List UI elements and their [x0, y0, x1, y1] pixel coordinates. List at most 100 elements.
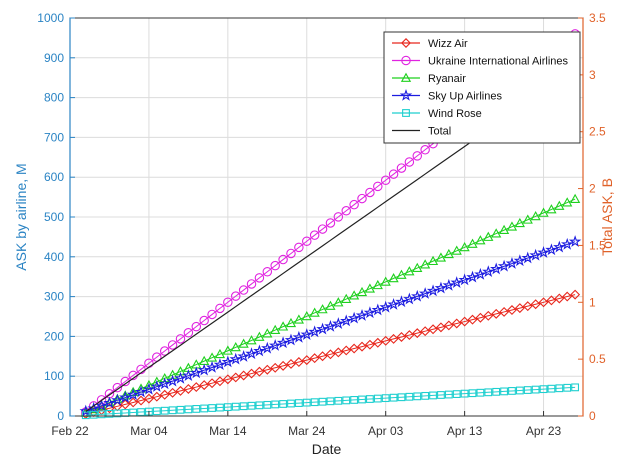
data-point-wizz-air — [499, 306, 510, 317]
data-point-wind-rose — [452, 390, 461, 398]
data-point-wind-rose — [508, 387, 516, 395]
x-tick-label: Feb 22 — [51, 424, 89, 438]
data-point-wind-rose — [310, 398, 319, 407]
data-point-ryanair — [491, 228, 502, 238]
data-point-ukraine-international-airlines — [207, 309, 217, 320]
data-point-wind-rose — [413, 392, 422, 401]
data-point-wizz-air — [151, 391, 162, 402]
data-point-ryanair — [356, 286, 368, 297]
data-point-wind-rose — [192, 405, 201, 413]
data-point-sky-up-airlines — [489, 262, 503, 275]
data-point-wind-rose — [523, 386, 532, 394]
data-point-sky-up-airlines — [292, 330, 306, 343]
data-point-ryanair — [293, 314, 305, 324]
data-point-wizz-air — [246, 368, 257, 379]
data-point-sky-up-airlines — [513, 254, 527, 267]
data-point-wind-rose — [405, 392, 414, 401]
data-point-wizz-air — [214, 376, 225, 387]
data-point-ukraine-international-airlines — [199, 315, 209, 326]
legend-item-wizz-air: Wizz Air — [392, 38, 468, 50]
x-tick-label: Mar 24 — [288, 424, 326, 438]
data-point-wizz-air — [538, 297, 549, 308]
data-point-wizz-air — [412, 328, 423, 339]
data-point-wizz-air — [491, 308, 502, 319]
data-point-wind-rose — [476, 388, 485, 397]
data-point-wizz-air — [396, 331, 407, 342]
data-point-wind-rose — [389, 393, 398, 402]
data-point-sky-up-airlines — [474, 267, 487, 280]
data-point-sky-up-airlines — [182, 369, 195, 381]
data-point-ukraine-international-airlines — [349, 199, 359, 210]
data-point-sky-up-airlines — [308, 325, 321, 338]
data-point-wizz-air — [506, 305, 517, 315]
data-point-ryanair — [562, 197, 573, 207]
data-point-ryanair — [412, 262, 423, 272]
data-point-sky-up-airlines — [221, 355, 235, 368]
y-axis-left-label: ASK by airline, M — [13, 163, 29, 270]
data-point-ryanair — [435, 252, 447, 262]
legend-item-ukraine-international-airlines: Ukraine International Airlines — [392, 56, 569, 68]
series-line-wind-rose — [85, 386, 576, 416]
data-point-wizz-air — [191, 382, 202, 393]
data-point-ryanair — [348, 290, 360, 300]
legend-label: Total — [428, 126, 451, 138]
data-point-sky-up-airlines — [340, 314, 353, 327]
data-point-wind-rose — [500, 387, 508, 396]
data-point-wizz-air — [522, 301, 533, 312]
data-point-ukraine-international-airlines — [254, 273, 265, 283]
data-point-wind-rose — [184, 405, 193, 414]
y-right-tick-label: 2.5 — [589, 125, 606, 139]
x-axis-label: Date — [312, 441, 342, 457]
data-point-sky-up-airlines — [284, 333, 298, 346]
data-point-wizz-air — [546, 295, 557, 306]
data-point-ukraine-international-airlines — [230, 291, 241, 301]
data-point-wind-rose — [152, 407, 161, 416]
data-point-sky-up-airlines — [237, 349, 250, 362]
data-point-ryanair — [364, 283, 376, 293]
data-point-wind-rose — [515, 386, 524, 395]
series-sky-up-airlines — [79, 235, 582, 417]
data-point-wind-rose — [105, 409, 114, 418]
y-right-tick-label: 2 — [589, 182, 596, 196]
data-point-wind-rose — [279, 400, 288, 408]
data-point-ukraine-international-airlines — [215, 303, 225, 314]
data-point-wizz-air — [301, 355, 312, 366]
data-point-sky-up-airlines — [268, 339, 282, 351]
y-left-tick-label: 700 — [44, 130, 64, 144]
y-left-tick-label: 500 — [44, 210, 64, 224]
data-point-wizz-air — [451, 318, 462, 329]
data-point-ukraine-international-airlines — [238, 285, 249, 295]
data-point-wizz-air — [317, 351, 328, 362]
data-point-sky-up-airlines — [529, 248, 542, 261]
data-point-ryanair — [270, 324, 281, 334]
data-point-wind-rose — [555, 384, 564, 393]
data-point-wizz-air — [159, 389, 170, 400]
legend-swatch-marker — [400, 72, 412, 82]
legend-swatch-marker — [402, 109, 410, 117]
data-point-wizz-air — [278, 360, 289, 371]
data-point-ryanair — [277, 321, 289, 331]
data-point-sky-up-airlines — [111, 393, 124, 406]
data-point-ryanair — [222, 345, 233, 355]
data-point-wind-rose — [318, 397, 327, 406]
data-point-ukraine-international-airlines — [325, 218, 336, 228]
data-point-wind-rose — [81, 411, 90, 420]
data-point-sky-up-airlines — [119, 390, 132, 403]
data-point-sky-up-airlines — [245, 347, 258, 360]
data-point-wizz-air — [238, 370, 249, 381]
data-point-wizz-air — [483, 310, 494, 321]
data-point-ryanair — [309, 307, 320, 317]
data-point-wizz-air — [443, 320, 454, 331]
data-point-ryanair — [522, 214, 533, 224]
data-point-wind-rose — [547, 384, 556, 393]
data-point-ryanair — [388, 273, 399, 283]
legend-label: Wizz Air — [428, 38, 468, 50]
data-point-sky-up-airlines — [150, 380, 164, 392]
data-point-sky-up-airlines — [458, 273, 471, 286]
data-point-wind-rose — [223, 403, 232, 412]
y-left-tick-label: 400 — [44, 250, 64, 264]
y-left-tick-label: 900 — [44, 51, 64, 65]
data-point-ukraine-international-airlines — [357, 193, 367, 204]
data-point-sky-up-airlines — [466, 270, 479, 283]
data-point-wind-rose — [460, 389, 469, 398]
